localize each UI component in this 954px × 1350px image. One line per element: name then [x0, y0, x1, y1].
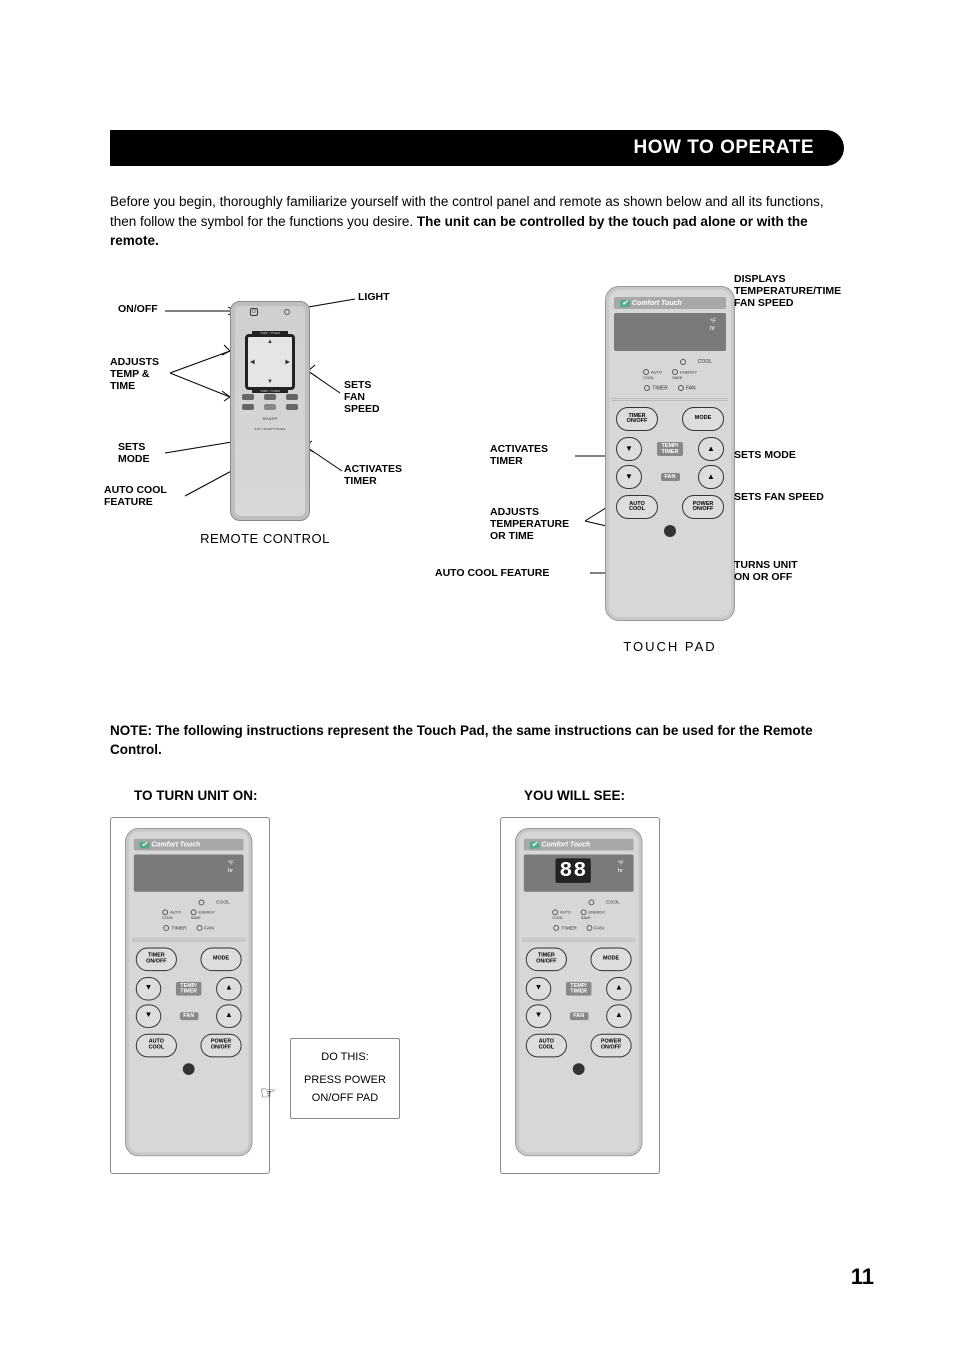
led-timer: TIMER — [652, 385, 668, 391]
u2: hr — [228, 868, 233, 874]
manual-page: HOW TO OPERATE Before you begin, thoroug… — [0, 0, 954, 1350]
touchpad-leds: COOL AUTO COOLENERGY SAVE TIMERFAN — [614, 359, 726, 392]
do-this-body: PRESS POWER ON/OFF PAD — [303, 1072, 387, 1107]
btn-temp-up[interactable]: ▲ — [698, 437, 724, 461]
display-88: 88 — [556, 858, 592, 883]
btn-mode[interactable]: MODE — [682, 407, 724, 431]
l5: FAN — [204, 925, 214, 931]
cl2: FAN — [569, 1012, 588, 1020]
do-this-box: DO THIS: PRESS POWER ON/OFF PAD — [290, 1038, 400, 1119]
touchpad-caption: TOUCH PAD — [500, 639, 840, 654]
callout-light: LIGHT — [358, 291, 390, 303]
callout-setsfan2: SETS FAN SPEED — [734, 491, 824, 503]
remote-brand: SHARP — [231, 416, 309, 421]
label-fan: FAN — [661, 473, 680, 481]
b3[interactable]: ▼ — [136, 976, 161, 1000]
led-cool: COOL — [698, 359, 712, 365]
do-this-title: DO THIS: — [303, 1049, 387, 1067]
bl2: FAN — [179, 1012, 198, 1020]
touchpad-body-main: ✔Comfort Touch °Fhr COOL AUTO COOLENERGY… — [605, 286, 735, 621]
ir-sensor — [664, 525, 676, 537]
c7[interactable]: AUTO COOL — [526, 1033, 567, 1057]
btn-fan-down[interactable]: ▼ — [616, 465, 642, 489]
u3: °F — [618, 860, 624, 866]
remote-screen: ▲ ▼ ◀ ▶ TEMP / TIMER TEMP / TIMER — [245, 334, 295, 390]
callout-activates2: ACTIVATES TIMER — [490, 443, 548, 467]
header-bar: HOW TO OPERATE — [110, 130, 844, 166]
led-fan: FAN — [686, 385, 696, 391]
diagram-row: ⏻ ▲ ▼ ◀ ▶ TEMP / TIMER TEMP / TIMER SHAR… — [110, 281, 844, 661]
callout-adjusts: ADJUSTS TEMP & TIME — [110, 356, 159, 392]
callout-autocool2: AUTO COOL FEATURE — [435, 567, 549, 579]
remote-diagram: ⏻ ▲ ▼ ◀ ▶ TEMP / TIMER TEMP / TIMER SHAR… — [110, 281, 420, 561]
b2[interactable]: MODE — [200, 947, 241, 971]
callout-setsfan: SETS FAN SPEED — [344, 379, 380, 415]
callout-autocool: AUTO COOL FEATURE — [104, 484, 167, 508]
callout-acttimer: ACTIVATES TIMER — [344, 463, 402, 487]
c5[interactable]: ▼ — [526, 1004, 551, 1028]
brand3: Comfort Touch — [541, 842, 590, 849]
cl1: TEMP/ TIMER — [566, 981, 591, 995]
l1: COOL — [216, 899, 230, 905]
callout-setsmode2: SETS MODE — [734, 449, 796, 461]
c2[interactable]: MODE — [590, 947, 631, 971]
callout-adjusts2: ADJUSTS TEMPERATURE OR TIME — [490, 506, 569, 542]
u4: hr — [618, 868, 623, 874]
btn-temp-down[interactable]: ▼ — [616, 437, 642, 461]
b8[interactable]: POWER ON/OFF — [200, 1033, 241, 1057]
btn-fan-up[interactable]: ▲ — [698, 465, 724, 489]
remote-body: ⏻ ▲ ▼ ◀ ▶ TEMP / TIMER TEMP / TIMER SHAR… — [230, 301, 310, 521]
page-number: 11 — [851, 1264, 874, 1290]
c8[interactable]: POWER ON/OFF — [590, 1033, 631, 1057]
b7[interactable]: AUTO COOL — [136, 1033, 177, 1057]
c1[interactable]: TIMER ON/OFF — [526, 947, 567, 971]
touchpad-brand: Comfort Touch — [632, 300, 682, 307]
steps-row: TO TURN UNIT ON: ✔Comfort Touch °Fhr COO… — [110, 788, 844, 1174]
brand2: Comfort Touch — [151, 842, 200, 849]
btn-power[interactable]: POWER ON/OFF — [682, 495, 724, 519]
step-you-see: YOU WILL SEE: ✔Comfort Touch 88 °Fhr COO… — [500, 788, 660, 1174]
touchpad-display: °Fhr — [614, 313, 726, 351]
b1[interactable]: TIMER ON/OFF — [136, 947, 177, 971]
b6[interactable]: ▲ — [216, 1004, 241, 1028]
remote-caption: REMOTE CONTROL — [110, 531, 420, 546]
note-text: NOTE: The following instructions represe… — [110, 721, 844, 760]
header-title: HOW TO OPERATE — [634, 137, 814, 159]
b4[interactable]: ▲ — [216, 976, 241, 1000]
step-turn-on: TO TURN UNIT ON: ✔Comfort Touch °Fhr COO… — [110, 788, 440, 1174]
c3[interactable]: ▼ — [526, 976, 551, 1000]
callout-turns: TURNS UNIT ON OR OFF — [734, 559, 798, 583]
intro-paragraph: Before you begin, thoroughly familiarize… — [110, 192, 844, 251]
c4[interactable]: ▲ — [606, 976, 631, 1000]
u1: °F — [228, 860, 234, 866]
callout-displays: DISPLAYS TEMPERATURE/TIME FAN SPEED — [734, 273, 841, 309]
b5[interactable]: ▼ — [136, 1004, 161, 1028]
step-left-title: TO TURN UNIT ON: — [134, 788, 440, 803]
step-right-title: YOU WILL SEE: — [524, 788, 660, 803]
display-degf: °F — [710, 319, 716, 325]
l4: TIMER — [171, 925, 186, 931]
callout-onoff: ON/OFF — [118, 303, 158, 315]
btn-timer-onoff[interactable]: TIMER ON/OFF — [616, 407, 658, 431]
finger-icon: ☜ — [260, 1083, 276, 1104]
touchpad-diagram: ✔Comfort Touch °Fhr COOL AUTO COOLENERGY… — [500, 281, 840, 661]
l10: FAN — [594, 925, 604, 931]
step-pad-2: ✔Comfort Touch 88 °Fhr COOL AUTO COOLENE… — [500, 817, 660, 1174]
l6: COOL — [606, 899, 620, 905]
c6[interactable]: ▲ — [606, 1004, 631, 1028]
step-pad-1: ✔Comfort Touch °Fhr COOL AUTO COOLENERGY… — [110, 817, 270, 1174]
label-temptimer: TEMP/ TIMER — [657, 442, 682, 456]
display-hr: hr — [710, 326, 715, 332]
btn-auto-cool[interactable]: AUTO COOL — [616, 495, 658, 519]
bl1: TEMP/ TIMER — [176, 981, 201, 995]
l9: TIMER — [561, 925, 576, 931]
callout-setsmode: SETS MODE — [118, 441, 150, 465]
